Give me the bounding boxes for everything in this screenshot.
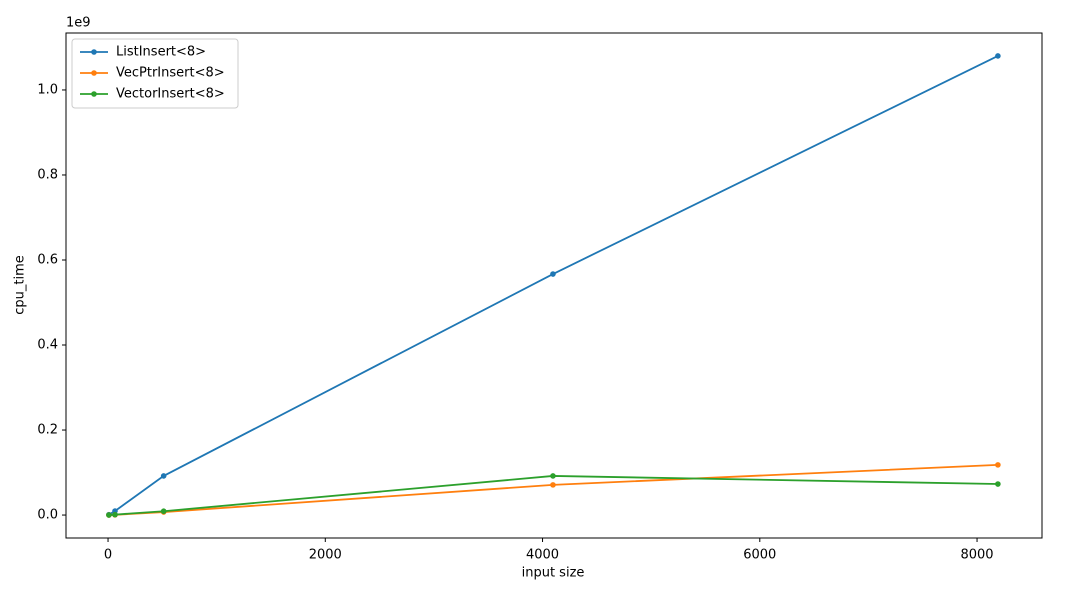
series-marker xyxy=(160,508,167,515)
y-axis-label: cpu_time xyxy=(13,255,28,315)
series-marker xyxy=(550,473,556,479)
y-offset-label: 1e9 xyxy=(66,16,91,31)
series-marker xyxy=(995,462,1001,468)
series-marker xyxy=(995,481,1001,487)
x-axis-label: input size xyxy=(522,566,585,581)
series-marker xyxy=(550,482,556,488)
legend-marker xyxy=(91,70,97,76)
legend-box xyxy=(71,38,239,109)
legend-label: ListInsert<8> xyxy=(116,45,206,60)
y-tick-label: 0.6 xyxy=(37,252,58,267)
y-tick-label: 0.8 xyxy=(37,167,58,182)
y-tick-label: 0.2 xyxy=(37,423,58,438)
x-tick-label: 8000 xyxy=(960,548,993,563)
series-marker xyxy=(112,511,118,518)
series-marker xyxy=(160,473,167,479)
legend-marker xyxy=(91,91,97,97)
y-tick-label: 0.0 xyxy=(37,508,58,523)
series-marker xyxy=(106,512,112,518)
legend-marker xyxy=(91,49,97,55)
y-tick-label: 1.0 xyxy=(37,82,58,97)
series-marker xyxy=(995,53,1001,59)
plot-frame xyxy=(65,32,1043,539)
x-tick-label: 4000 xyxy=(526,548,559,563)
legend-label: VectorInsert<8> xyxy=(116,87,225,102)
series-marker xyxy=(550,271,556,277)
x-tick-label: 2000 xyxy=(309,548,342,563)
y-tick-label: 0.4 xyxy=(37,338,58,353)
series-line xyxy=(108,463,998,516)
x-tick-label: 0 xyxy=(104,548,112,563)
series-line xyxy=(108,55,999,516)
legend-label: VecPtrInsert<8> xyxy=(116,66,225,81)
x-tick-label: 6000 xyxy=(743,548,776,563)
series-line xyxy=(108,475,998,516)
